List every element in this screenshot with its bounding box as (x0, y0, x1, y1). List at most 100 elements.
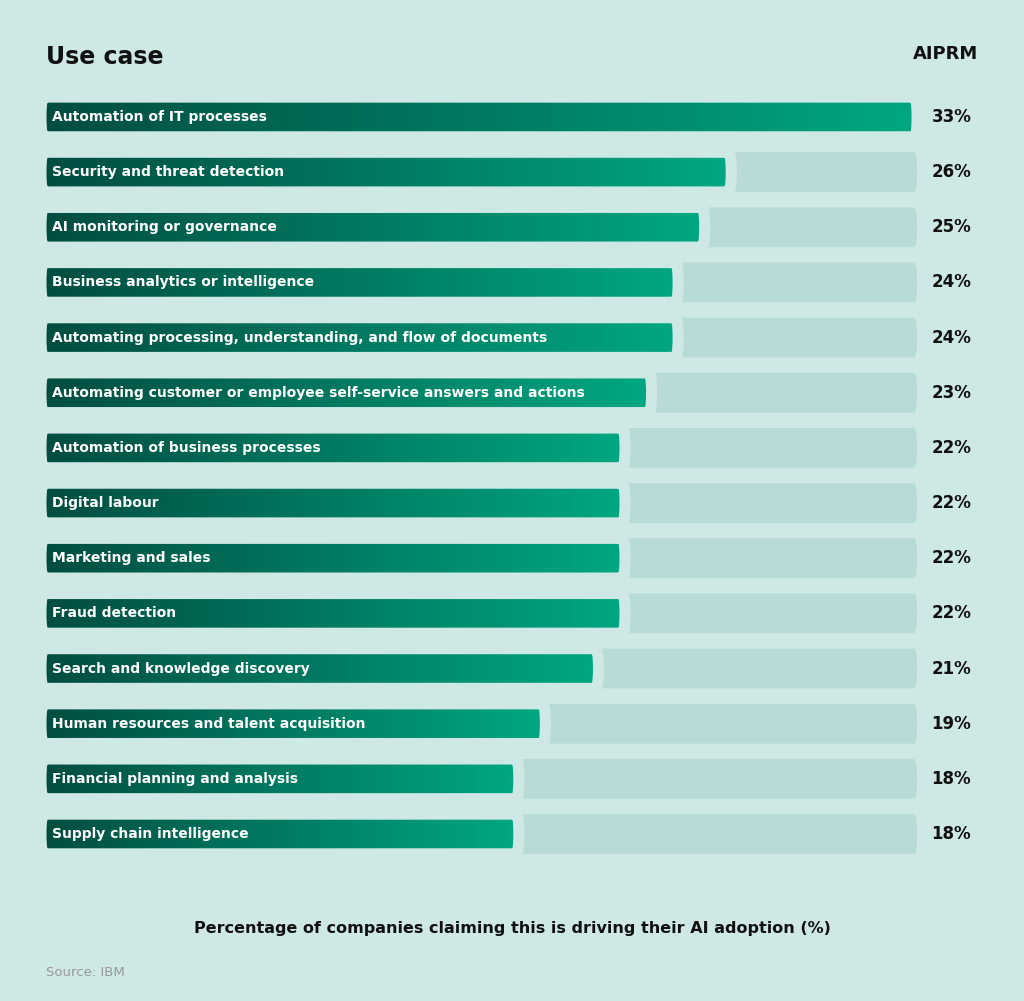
Bar (87, 649, 89, 689)
Bar (403, 97, 407, 137)
Bar (454, 814, 456, 854)
Bar (469, 814, 471, 854)
Bar (379, 814, 380, 854)
Bar (488, 483, 490, 523)
Bar (503, 814, 505, 854)
Bar (84, 649, 86, 689)
Bar (160, 483, 162, 523)
Bar (244, 483, 246, 523)
Bar (447, 759, 449, 799)
Bar (77, 317, 79, 357)
Bar (362, 649, 365, 689)
Bar (268, 262, 270, 302)
Bar (460, 704, 462, 744)
Bar (676, 207, 678, 247)
Bar (221, 262, 223, 302)
Bar (336, 262, 338, 302)
Bar (137, 649, 139, 689)
Bar (170, 152, 172, 192)
Bar (217, 317, 219, 357)
Bar (383, 262, 385, 302)
Bar (447, 649, 450, 689)
Bar (386, 594, 388, 634)
Bar (285, 649, 287, 689)
Bar (281, 262, 284, 302)
Bar (556, 152, 559, 192)
Bar (241, 373, 243, 412)
Bar (292, 594, 294, 634)
Bar (680, 207, 683, 247)
Bar (285, 428, 287, 467)
Bar (330, 97, 333, 137)
Bar (298, 428, 300, 467)
Bar (486, 539, 488, 578)
FancyBboxPatch shape (41, 152, 918, 192)
Bar (264, 262, 266, 302)
Bar (434, 373, 436, 412)
Bar (621, 317, 623, 357)
Bar (407, 262, 409, 302)
Bar (344, 759, 345, 799)
Bar (574, 152, 578, 192)
Bar (506, 262, 508, 302)
Bar (308, 207, 311, 247)
Bar (471, 594, 473, 634)
Bar (52, 539, 54, 578)
Bar (319, 373, 322, 412)
Bar (305, 649, 307, 689)
Bar (121, 759, 122, 799)
Bar (303, 649, 305, 689)
Bar (359, 207, 361, 247)
Bar (543, 262, 545, 302)
Bar (518, 539, 520, 578)
Bar (58, 207, 61, 247)
Bar (357, 207, 359, 247)
Bar (294, 262, 296, 302)
Bar (375, 317, 377, 357)
Bar (382, 814, 384, 854)
Bar (459, 814, 460, 854)
Bar (534, 373, 536, 412)
Bar (162, 704, 164, 744)
Bar (173, 594, 175, 634)
Bar (243, 704, 245, 744)
Bar (198, 207, 201, 247)
Bar (438, 594, 440, 634)
Bar (313, 428, 315, 467)
Bar (595, 317, 598, 357)
Bar (47, 373, 49, 412)
Bar (364, 262, 366, 302)
Bar (476, 704, 478, 744)
Bar (57, 152, 59, 192)
FancyBboxPatch shape (620, 483, 625, 523)
Bar (130, 814, 132, 854)
Bar (549, 483, 551, 523)
Bar (67, 814, 69, 854)
Bar (156, 539, 158, 578)
Bar (211, 759, 213, 799)
Bar (307, 373, 309, 412)
Bar (242, 594, 244, 634)
Bar (438, 483, 440, 523)
Bar (213, 262, 215, 302)
Bar (298, 262, 300, 302)
Bar (119, 483, 121, 523)
Bar (447, 539, 450, 578)
Bar (333, 539, 335, 578)
Bar (534, 649, 536, 689)
Bar (360, 428, 362, 467)
Bar (512, 704, 514, 744)
Bar (552, 373, 554, 412)
Bar (214, 483, 216, 523)
Bar (228, 317, 230, 357)
Bar (158, 759, 159, 799)
Bar (128, 317, 130, 357)
Bar (512, 262, 515, 302)
Bar (803, 97, 806, 137)
Bar (201, 539, 203, 578)
Bar (253, 539, 255, 578)
Bar (485, 262, 487, 302)
Bar (390, 814, 391, 854)
Bar (623, 262, 625, 302)
Bar (181, 152, 183, 192)
